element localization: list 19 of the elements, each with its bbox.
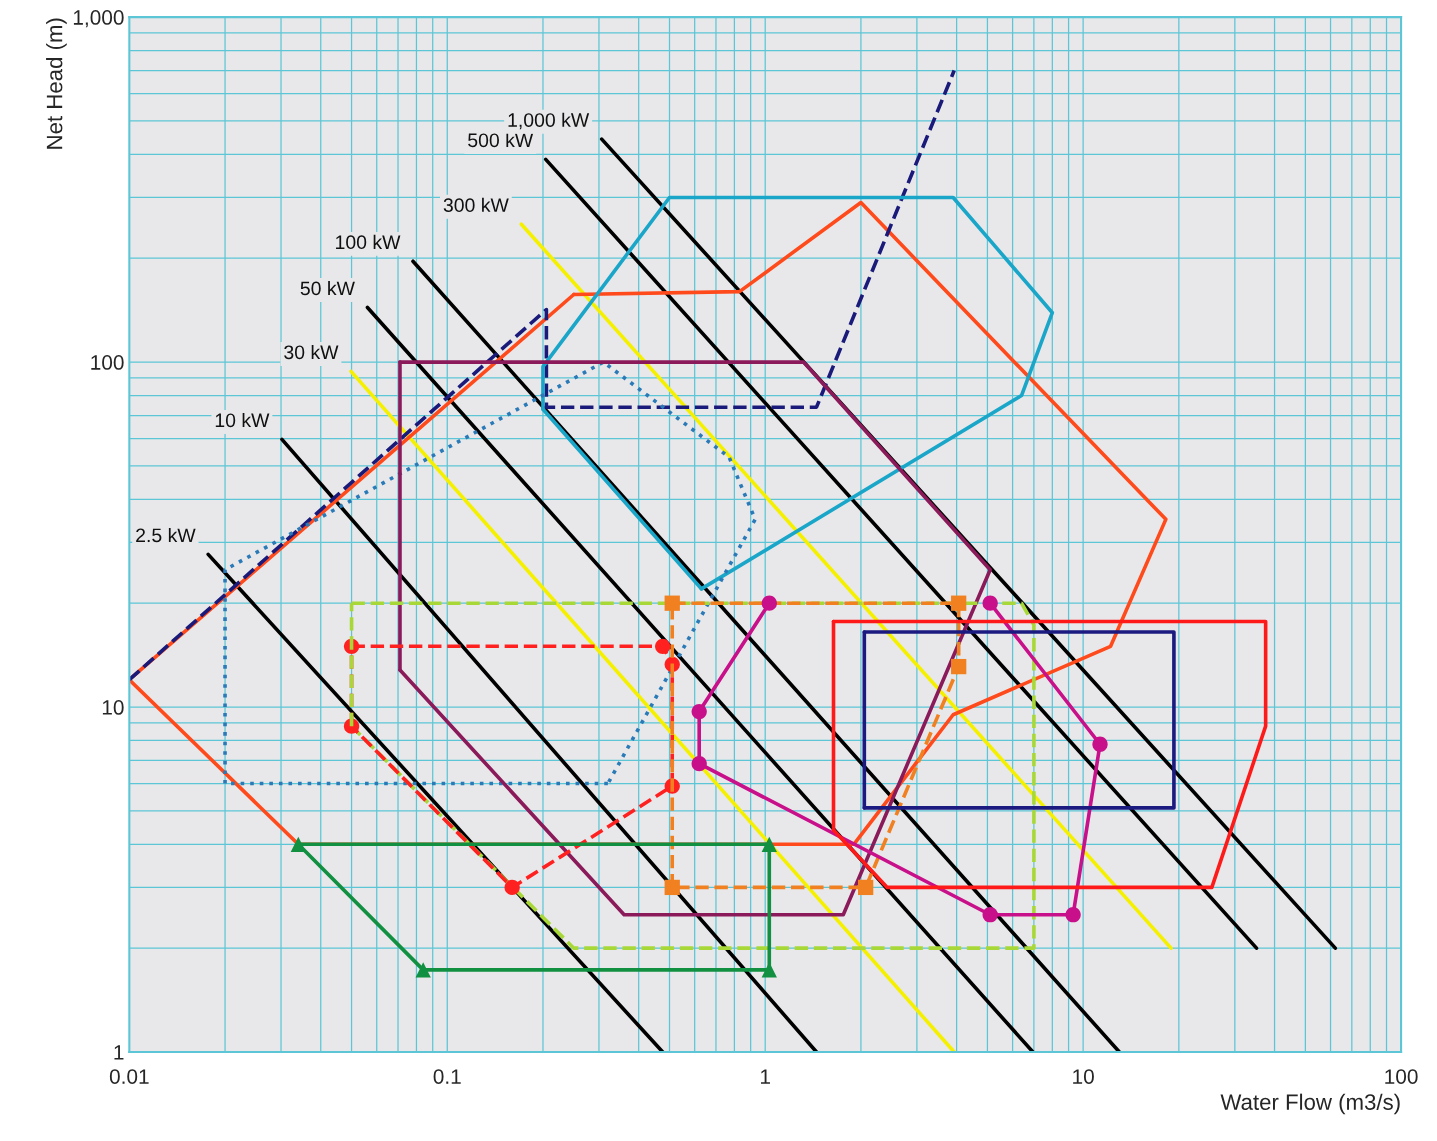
- y-tick-label: 1: [114, 1045, 124, 1060]
- series-label: 50 kW: [300, 280, 355, 296]
- x-tick-label: 0.01: [109, 1069, 149, 1084]
- x-tick-label: 1: [761, 1069, 770, 1084]
- series-label: 10 kW: [215, 412, 270, 428]
- x-axis-title: Water Flow (m3/s): [1220, 1093, 1400, 1115]
- x-tick-label: 0.1: [433, 1069, 461, 1084]
- series-label: 2.5 kW: [136, 527, 196, 543]
- series-label: 1,000 kW: [508, 112, 590, 130]
- series-label: 30 kW: [284, 344, 339, 360]
- x-tick-label: 10: [1073, 1069, 1094, 1084]
- series-label: 500 kW: [468, 132, 534, 148]
- y-tick-label: 10: [102, 700, 124, 715]
- x-tick-label: 100: [1385, 1069, 1418, 1084]
- y-tick-label: 1,000: [73, 10, 124, 28]
- series-label: 100 kW: [336, 234, 401, 250]
- y-tick-label: 100: [91, 355, 124, 370]
- series-label: 300 kW: [443, 197, 509, 213]
- y-axis-title: Net Head (m): [46, 18, 67, 149]
